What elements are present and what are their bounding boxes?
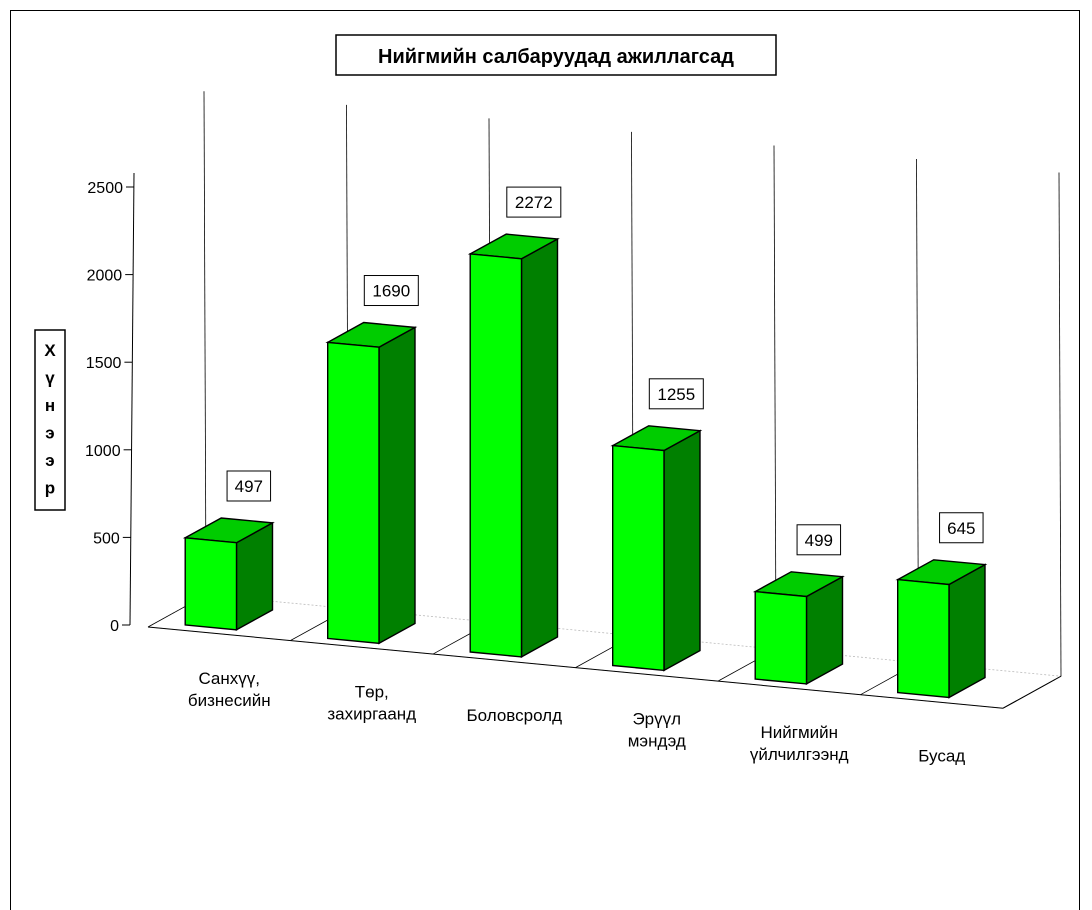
data-label-value: 1690 [372, 282, 410, 301]
category-label-line: Санхүү, [198, 669, 260, 688]
category-label: Төр, захиргаанд [327, 682, 416, 723]
y-axis-label-letter: Х [44, 341, 56, 360]
data-label: 645 [939, 512, 984, 544]
data-label-box [506, 186, 562, 218]
bar-front-face [184, 537, 238, 631]
data-label: 2272 [506, 186, 562, 218]
category-label-line: Төр, [355, 682, 389, 701]
category-label-line: бизнесийн [188, 691, 271, 710]
bars [182, 233, 988, 699]
x-tick-mark [1002, 679, 1056, 709]
y-axis-label-letter: ү [45, 369, 55, 388]
gridline-vertical [203, 91, 207, 596]
y-tick-label: 2500 [87, 180, 123, 197]
category-label: Эрүүл мэндэд [628, 709, 686, 750]
category-labels: Санхүү, бизнесийн Төр, захиргаанд Боловсролд… [188, 669, 965, 766]
bar-front-face [754, 590, 808, 685]
y-tick-label: 1000 [85, 443, 121, 460]
y-axis-line [129, 172, 135, 626]
y-axis-label-letter: р [45, 479, 55, 498]
data-label-value: 499 [805, 531, 833, 550]
data-label: 499 [796, 524, 842, 556]
category-label-line: мэндэд [628, 731, 686, 750]
bar-side-face [520, 237, 559, 659]
category-label: Бусад [918, 746, 965, 765]
data-labels: 497 1690 2272 1255 499 645 [226, 186, 984, 556]
bar [895, 559, 988, 699]
data-label-box [939, 512, 984, 544]
bar-front-face [897, 578, 950, 699]
y-axis-label-letter: э [45, 451, 54, 470]
category-label-line: үйлчилгээнд [750, 745, 849, 764]
category-label-line: Нийгмийн [760, 723, 838, 742]
data-label-value: 1255 [657, 385, 695, 404]
bar [752, 571, 845, 686]
data-label: 1255 [648, 378, 704, 410]
bar [467, 233, 560, 659]
y-tick-label: 500 [93, 530, 120, 547]
category-label: Нийгмийн үйлчилгээнд [750, 723, 849, 764]
bar [325, 321, 418, 645]
data-label-box [796, 524, 842, 556]
y-tick-label: 2000 [87, 268, 123, 285]
y-axis-label-letter: э [45, 424, 54, 443]
chart-title-box [335, 34, 777, 76]
bar-side-face [663, 429, 701, 672]
category-label-line: Бусад [918, 746, 965, 765]
bar-side-face [948, 563, 986, 699]
bar-front-face [327, 341, 380, 645]
data-label-box [226, 470, 272, 502]
y-tick-label: 0 [110, 618, 119, 635]
bar [182, 517, 275, 631]
bar-front-face [612, 444, 665, 672]
data-label-box [363, 275, 419, 307]
data-label-box [648, 378, 704, 410]
data-label-value: 645 [947, 519, 975, 538]
bar-side-face [378, 326, 416, 645]
data-label-value: 497 [235, 477, 263, 496]
data-label: 1690 [363, 275, 419, 307]
y-axis-label-letter: н [45, 396, 55, 415]
category-label-line: Боловсролд [466, 706, 562, 725]
category-label: Боловсролд [466, 706, 562, 725]
category-label-line: Эрүүл [632, 709, 681, 728]
category-label-line: захиргаанд [327, 704, 416, 723]
y-axis-label-box [34, 329, 66, 511]
category-label: Санхүү, бизнесийн [188, 669, 271, 710]
bar-front-face [469, 253, 523, 658]
bar [610, 425, 703, 672]
chart-title: Нийгмийн салбаруудад ажиллагсад [335, 34, 777, 76]
gridline-vertical [773, 145, 777, 650]
y-tick-label: 1500 [86, 355, 122, 372]
chart-title-text: Нийгмийн салбаруудад ажиллагсад [378, 46, 734, 68]
data-label-value: 2272 [515, 193, 553, 212]
gridline-vertical [1058, 172, 1062, 677]
data-label: 497 [226, 470, 272, 502]
y-axis: 0 500 1000 1500 2000 2500 [85, 172, 1062, 709]
chart-frame [10, 10, 1080, 910]
